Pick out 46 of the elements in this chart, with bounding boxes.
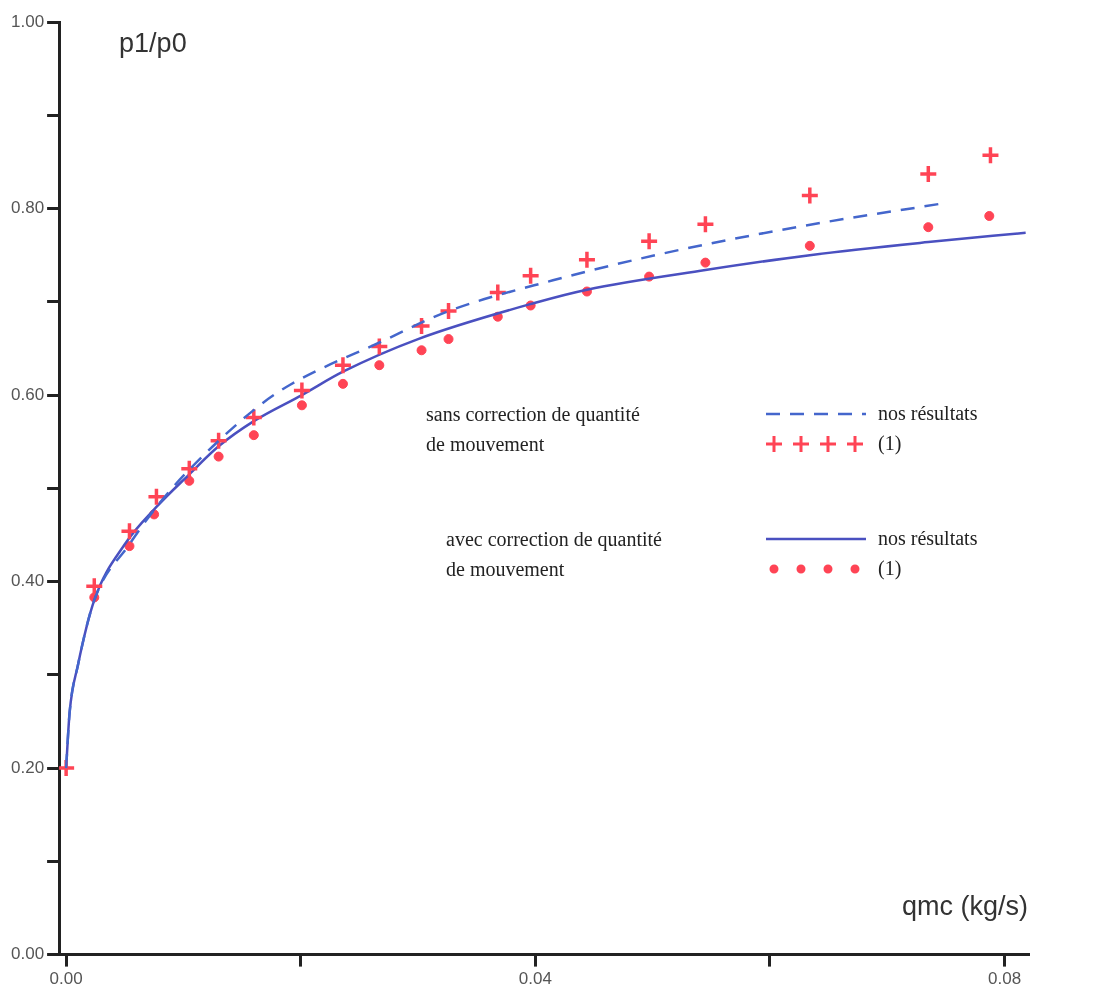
y-tick-label: 0.20 <box>10 757 45 777</box>
point <box>124 541 135 552</box>
point <box>248 430 259 441</box>
y-tick-label: 0.80 <box>10 198 45 218</box>
x-tick-label: 0.08 <box>987 969 1022 989</box>
y-tick-label: 0.40 <box>10 571 45 591</box>
point <box>374 360 385 371</box>
point <box>443 334 454 345</box>
point <box>333 355 353 375</box>
point <box>488 282 508 303</box>
point <box>577 250 597 270</box>
point <box>411 316 432 336</box>
y-tick-label: 1.00 <box>10 11 45 31</box>
annotation: sans correction de quantité de mouvement <box>426 401 641 457</box>
legend-label: nos résultats <box>878 527 978 551</box>
y-tick-label: 0.60 <box>10 384 45 404</box>
point <box>146 486 167 507</box>
x-tick-label: 0.00 <box>49 969 83 989</box>
point <box>208 430 229 451</box>
x-tick-label: 0.04 <box>518 969 552 989</box>
x-axis-title: qmc (kg/s) <box>901 890 1028 921</box>
y-tick-label: 0.00 <box>10 944 45 964</box>
point <box>918 164 939 184</box>
annotation: avec correction de quantité de mouvement <box>446 526 663 582</box>
point <box>179 458 200 479</box>
point <box>639 231 659 251</box>
point <box>804 240 815 251</box>
y-axis-title: p1/p0 <box>119 28 187 58</box>
point <box>119 521 140 541</box>
point <box>337 378 348 389</box>
point <box>800 185 820 206</box>
legend-label: nos résultats <box>878 402 978 426</box>
point <box>84 576 105 596</box>
point <box>980 145 1001 166</box>
point <box>695 214 716 235</box>
point <box>520 265 541 286</box>
point <box>213 451 224 462</box>
legend-label: (1) <box>878 432 902 456</box>
point <box>438 301 459 321</box>
point <box>296 400 307 411</box>
legend-label: (1) <box>878 557 902 581</box>
point <box>292 380 312 401</box>
point <box>984 210 995 221</box>
point <box>416 345 427 356</box>
point <box>923 222 934 233</box>
point <box>700 257 711 268</box>
